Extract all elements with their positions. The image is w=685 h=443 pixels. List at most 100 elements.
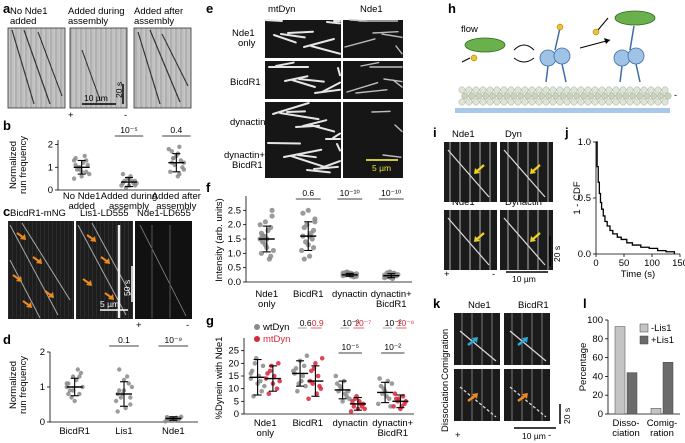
y-tick-label: 5 xyxy=(234,396,239,407)
data-point xyxy=(277,378,283,384)
data-point xyxy=(299,247,305,254)
h-tubulin-subunit xyxy=(489,92,497,100)
k-title-2: BicdR1 xyxy=(518,300,549,311)
data-point xyxy=(78,370,84,376)
category-label: dynactin xyxy=(333,418,368,429)
i-run xyxy=(503,217,546,266)
c-kymograph-2 xyxy=(76,221,133,319)
h-tubulin-subunit xyxy=(661,86,669,94)
e-filament xyxy=(298,78,325,83)
h-fluorophore-left xyxy=(470,54,478,62)
l-y-tick-label: 0 xyxy=(598,409,603,420)
data-point xyxy=(351,404,357,409)
c-title-1: BicdR1-mNG xyxy=(10,208,66,219)
panel-label-a: a xyxy=(3,1,11,16)
h-tubulin-subunit xyxy=(517,92,525,100)
h-tubulin-subunit xyxy=(465,98,473,106)
c-length-scale-label: 5 µm xyxy=(100,299,119,309)
h-tubulin-subunit xyxy=(654,86,662,94)
data-point xyxy=(310,245,317,251)
i-time-scale-label: 20 s xyxy=(552,246,562,262)
panel-label-g: g xyxy=(206,313,214,328)
data-point xyxy=(300,210,306,216)
data-point xyxy=(126,381,131,386)
l-y-tick-label: 20 xyxy=(592,390,603,401)
e-filament xyxy=(279,112,320,121)
e-filament xyxy=(355,89,388,94)
b-pvalue-2: 0.4 xyxy=(170,125,182,135)
y-tick-label: 0 xyxy=(234,409,239,420)
d-y-axis-label: run frequency xyxy=(18,356,29,414)
data-point xyxy=(391,404,396,409)
h-tubulin-subunit xyxy=(461,92,469,100)
category-label: BicdR1 xyxy=(376,299,407,310)
data-point xyxy=(84,158,89,163)
c-arrow-head xyxy=(104,258,110,264)
category-label: added xyxy=(68,201,94,212)
c-arrow-head xyxy=(16,276,22,282)
h-tubulin-subunit xyxy=(647,98,655,106)
h-tubulin-subunit xyxy=(472,86,480,94)
data-point xyxy=(248,371,254,376)
data-point xyxy=(317,383,322,389)
a-plus-end: + xyxy=(68,110,74,121)
data-point xyxy=(260,233,266,239)
e-filament xyxy=(306,169,331,174)
e-col-title-2: Nde1 xyxy=(360,4,383,15)
l-legend-swatch xyxy=(639,335,649,345)
category-label: Nde1 xyxy=(254,418,277,429)
data-point xyxy=(258,250,265,256)
e-filament xyxy=(336,143,341,152)
h-tubulin-subunit xyxy=(549,98,557,106)
i-title-1: Nde1 xyxy=(452,129,475,140)
category-label: dynactin+ xyxy=(371,289,412,300)
data-point xyxy=(123,405,128,411)
j-y-tick-label: 0.5 xyxy=(578,193,591,204)
g-legend-marker-mtdyn xyxy=(254,336,260,342)
category-label: BicdR1 xyxy=(292,418,323,429)
h-tubulin-subunit xyxy=(587,92,595,100)
y-tick-label: 1 xyxy=(48,162,53,173)
data-point xyxy=(177,144,182,150)
k-arrow-head xyxy=(472,393,478,399)
data-point xyxy=(258,378,263,384)
data-point xyxy=(376,401,381,407)
panel-label-e: e xyxy=(206,1,213,16)
e-filament xyxy=(321,81,341,93)
data-point xyxy=(350,399,355,404)
g-legend-mtdyn: mtDyn xyxy=(263,334,290,345)
c-arrow-markers xyxy=(12,232,114,308)
k-minus-end: - xyxy=(548,430,551,441)
e-filament xyxy=(290,155,330,170)
data-point xyxy=(120,171,126,177)
h-tubulin-subunit xyxy=(647,86,655,94)
i-run xyxy=(447,149,490,198)
d-pvalue-2: 10⁻⁹ xyxy=(165,335,183,345)
l-y-tick-label: 60 xyxy=(592,353,603,364)
data-point xyxy=(128,402,133,407)
g-pvalue-wt: 10⁻³ xyxy=(342,318,359,328)
c-arrow-head xyxy=(86,280,92,286)
category-label: No Nde1 xyxy=(63,191,101,202)
i-length-scale-label: 10 µm xyxy=(512,274,536,284)
data-point xyxy=(77,374,82,379)
i-title-4: Dynactin xyxy=(505,197,542,208)
y-tick-label: 2.5 xyxy=(228,205,241,216)
h-tubulin-subunit xyxy=(475,92,483,100)
b-pvalue-1: 10⁻⁵ xyxy=(120,125,137,135)
e-filament xyxy=(372,30,399,34)
h-tubulin-subunit xyxy=(542,86,550,94)
e-filament xyxy=(284,75,309,82)
h-tubulin-subunit xyxy=(524,92,532,100)
y-tick-label: 1.5 xyxy=(228,234,241,245)
data-point xyxy=(66,391,71,397)
data-point xyxy=(87,171,92,177)
category-label: ciation xyxy=(612,428,639,439)
a-condition-3-line1: Added after xyxy=(134,6,183,17)
h-tubulin-subunit xyxy=(563,98,571,106)
data-point xyxy=(274,386,280,391)
h-tubulin-subunit xyxy=(601,92,609,100)
h-tubulin-subunit xyxy=(661,98,669,106)
data-point xyxy=(252,361,258,366)
l-y-tick-label: 40 xyxy=(592,371,603,382)
